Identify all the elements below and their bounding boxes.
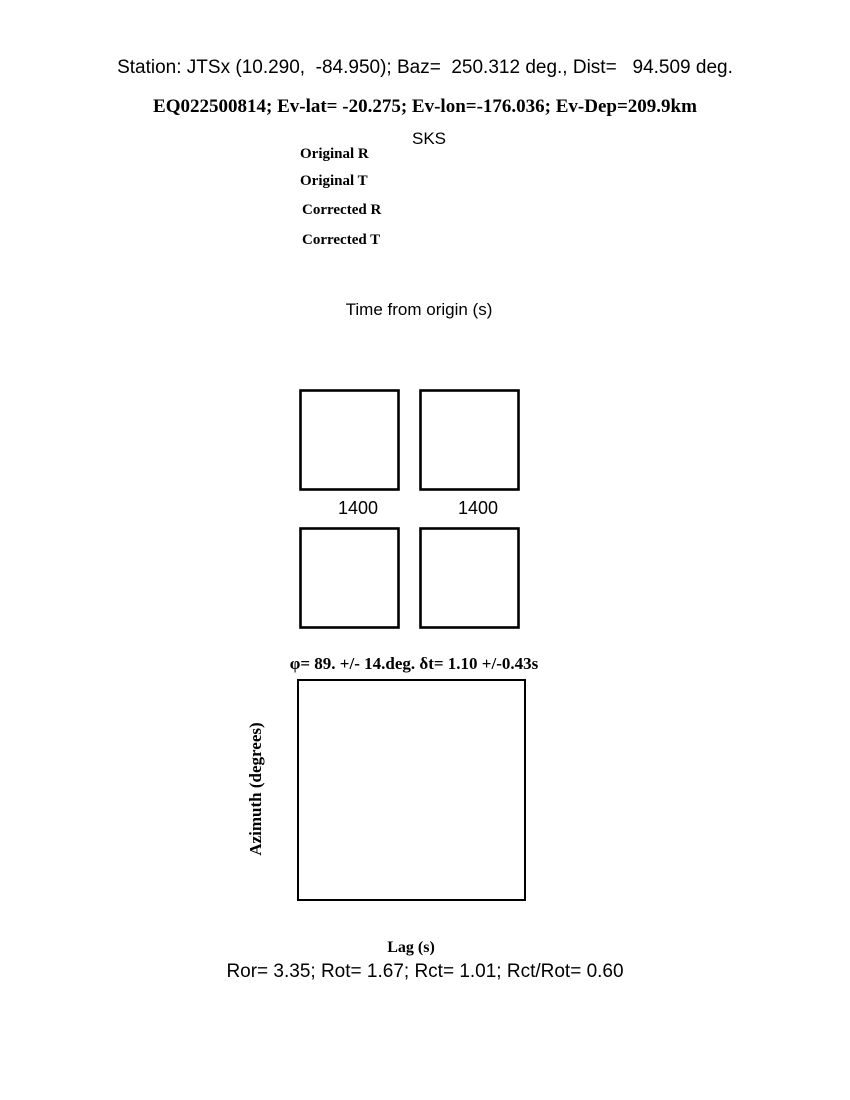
contour-x-axis-title: Lag (s) <box>387 939 435 956</box>
phase-label-sks: SKS <box>412 129 447 148</box>
particle-box-frame-1 <box>299 527 400 629</box>
trace-label-corrected-t: Corrected T <box>302 232 381 248</box>
particle-box-frame-2 <box>419 527 520 629</box>
trace-label-original-t: Original T <box>300 173 368 189</box>
contour-y-axis-title: Azimuth (degrees) <box>246 722 265 856</box>
footer-stats: Ror= 3.35; Rot= 1.67; Rct= 1.01; Rct/Rot… <box>226 961 624 982</box>
station-header: Station: JTSx (10.290, -84.950); Baz= 25… <box>117 57 733 78</box>
contour-canvas <box>299 681 599 831</box>
solution-marker <box>0 0 5 5</box>
contour-title: φ= 89. +/- 14.deg. δt= 1.10 +/-0.43s <box>289 654 539 673</box>
pulse-box-label-1: 1400 <box>337 498 379 518</box>
trace-label-corrected-r: Corrected R <box>302 202 382 218</box>
event-header: EQ022500814; Ev-lat= -20.275; Ev-lon=-17… <box>153 96 697 117</box>
pulse-box-frame-1 <box>299 389 400 491</box>
pulse-box-label-2: 1400 <box>457 498 499 518</box>
trace-label-original-r: Original R <box>300 146 369 162</box>
pulse-box-frame-2 <box>419 389 520 491</box>
time-axis-title: Time from origin (s) <box>345 300 493 319</box>
